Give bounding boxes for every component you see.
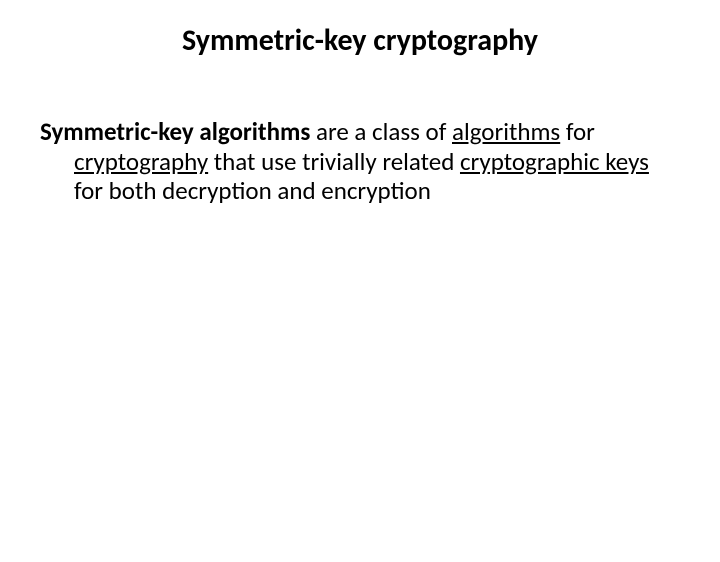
body-text-1: are a class of [310,116,452,147]
slide-body: Symmetric-key algorithms are a class of … [40,117,660,206]
body-text-2: for [560,116,595,147]
link-cryptography[interactable]: cryptography [74,146,208,177]
body-text-4: for both decryption and encryption [74,175,431,206]
link-algorithms[interactable]: algorithms [452,116,560,147]
lead-term: Symmetric-key algorithms [40,116,310,147]
link-cryptographic-keys[interactable]: cryptographic keys [460,146,649,177]
slide: Symmetric-key cryptography Symmetric-key… [0,22,720,562]
slide-title: Symmetric-key cryptography [0,22,720,59]
body-paragraph: Symmetric-key algorithms are a class of … [40,117,660,206]
body-text-3: that use trivially related [208,146,460,177]
